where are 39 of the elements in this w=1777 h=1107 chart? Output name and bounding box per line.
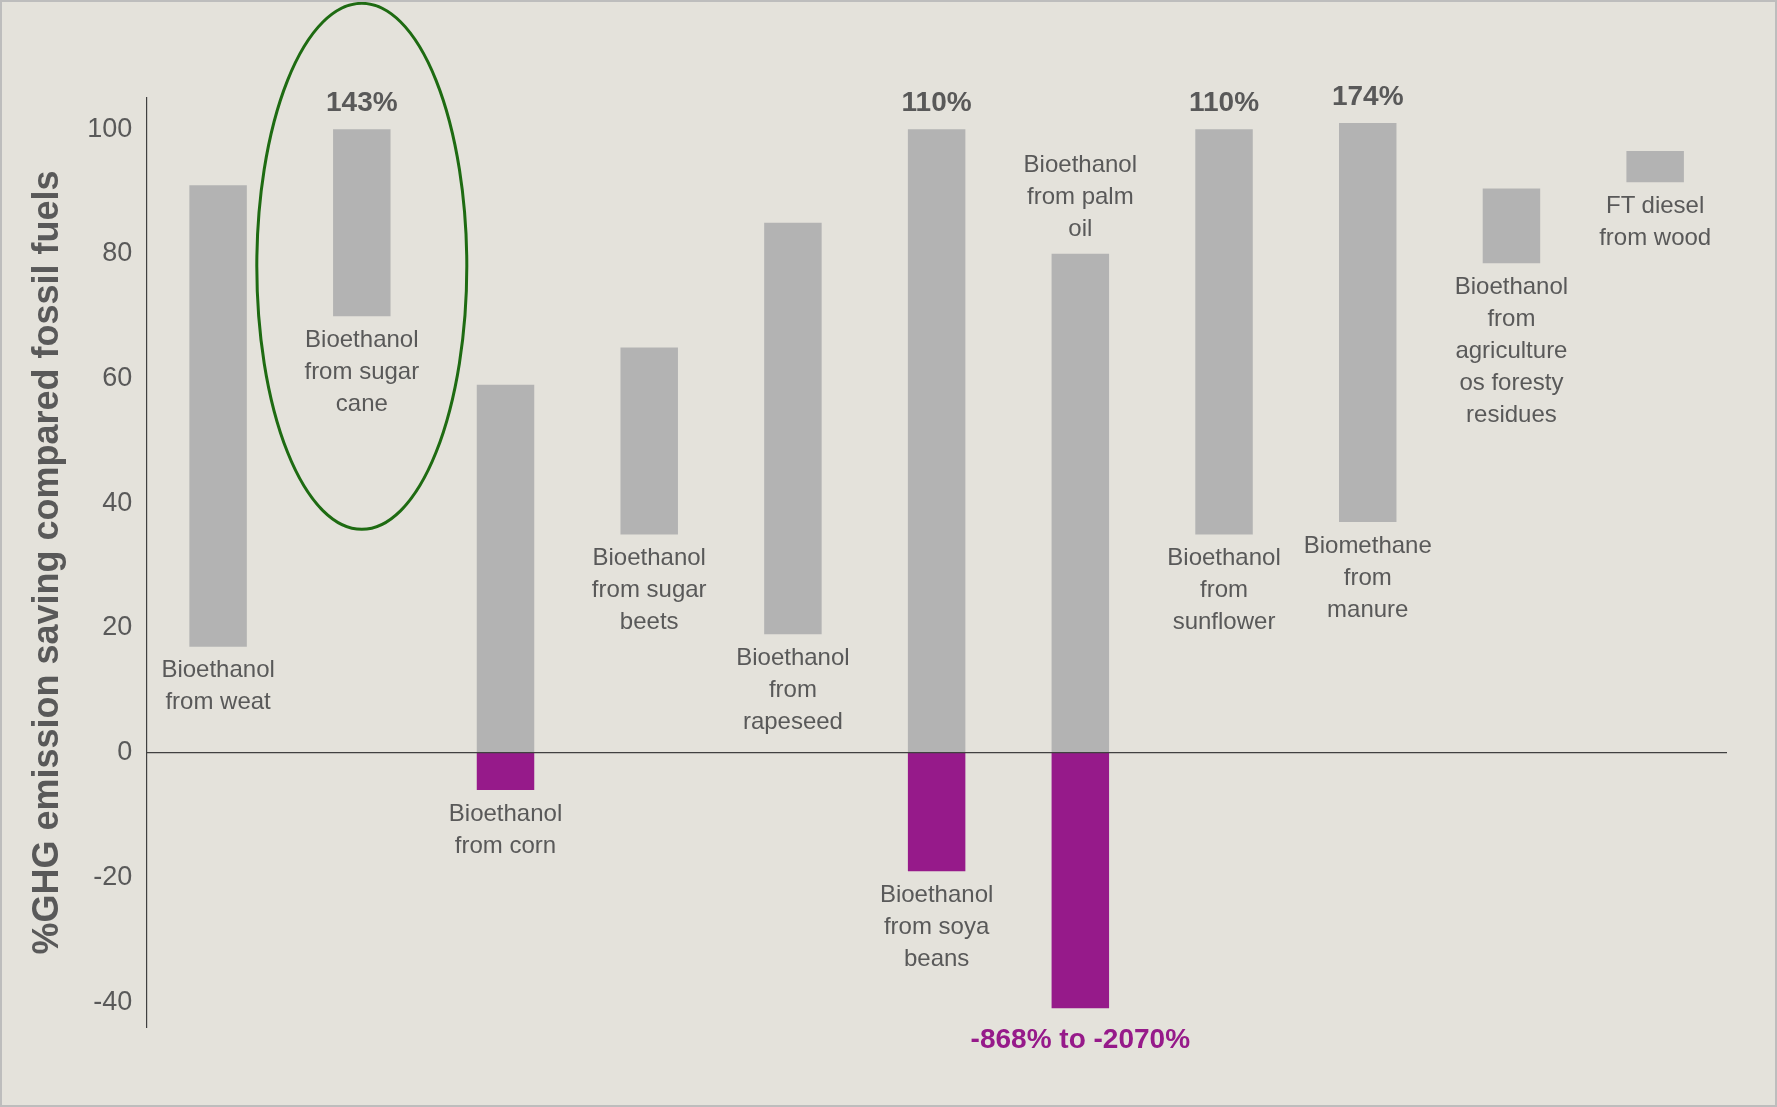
annotation: 174% <box>1331 79 1404 111</box>
bar <box>620 347 678 535</box>
annotation: -868% to -2070% <box>970 1023 1191 1055</box>
x-tick-label: Bioethanol from palm oil <box>1023 150 1138 242</box>
bar <box>1626 151 1684 183</box>
x-tick-label: Bioethanol from corn <box>448 798 563 858</box>
bar <box>907 129 966 753</box>
bar <box>333 129 391 317</box>
x-tick-label: FT diesel from wood <box>1599 190 1712 250</box>
bar <box>907 752 966 872</box>
bar <box>476 752 535 791</box>
annotation: 110% <box>1188 85 1260 117</box>
y-tick-label: 100 <box>87 112 133 143</box>
y-tick-label: 20 <box>102 611 133 642</box>
x-tick-label: Bioethanol from rapeseed <box>736 642 850 734</box>
x-tick-label: Bioethanol from soya beans <box>879 879 994 971</box>
bar <box>189 185 247 647</box>
x-tick-label: Bioethanol from weat <box>161 655 275 715</box>
x-tick-label: Biomethane from manure <box>1303 530 1432 622</box>
annotation: 110% <box>901 85 972 117</box>
y-tick-label: 80 <box>102 237 133 268</box>
x-tick-label: Bioethanol from agriculture os foresty residues <box>1454 271 1569 427</box>
bar <box>1051 253 1110 753</box>
y-tick-label: -20 <box>93 860 133 891</box>
y-tick-label: 0 <box>117 736 133 767</box>
y-axis-title: %GHG emission saving compared fossil fuels <box>24 170 66 955</box>
y-tick-label: 40 <box>102 486 133 517</box>
y-tick-label: -40 <box>93 985 133 1016</box>
bar <box>1482 188 1541 264</box>
annotation: 143% <box>325 85 398 117</box>
x-tick-label: Bioethanol from sugar beets <box>591 543 707 635</box>
y-tick-label: 60 <box>102 362 133 393</box>
x-tick-label: Bioethanol from sugar cane <box>304 324 420 416</box>
x-tick-label: Bioethanol from sunflower <box>1167 543 1281 635</box>
bar <box>1339 122 1397 522</box>
bar <box>1195 129 1253 535</box>
bar <box>476 384 535 753</box>
bar <box>764 222 822 635</box>
bar <box>1051 752 1110 1009</box>
